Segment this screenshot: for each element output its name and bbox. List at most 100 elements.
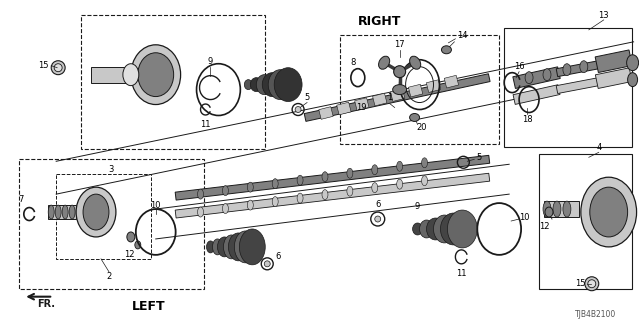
Ellipse shape: [69, 205, 75, 219]
Ellipse shape: [274, 68, 302, 101]
Ellipse shape: [247, 200, 253, 210]
Text: 11: 11: [456, 269, 467, 278]
Polygon shape: [337, 102, 351, 115]
Polygon shape: [426, 80, 441, 92]
Ellipse shape: [223, 235, 239, 259]
Ellipse shape: [422, 158, 428, 168]
Text: 17: 17: [394, 40, 405, 49]
Bar: [81, 15, 265, 149]
Ellipse shape: [268, 70, 292, 100]
Bar: [504, 28, 632, 147]
Ellipse shape: [127, 232, 135, 242]
Ellipse shape: [447, 210, 477, 248]
Ellipse shape: [422, 176, 428, 186]
Ellipse shape: [83, 194, 109, 230]
Ellipse shape: [581, 177, 637, 247]
Ellipse shape: [62, 205, 68, 219]
Circle shape: [51, 61, 65, 75]
Polygon shape: [444, 75, 459, 88]
Ellipse shape: [262, 73, 282, 97]
Polygon shape: [595, 50, 632, 73]
Text: 16: 16: [514, 62, 524, 71]
Text: 2: 2: [106, 272, 111, 281]
Ellipse shape: [413, 223, 422, 235]
Ellipse shape: [247, 182, 253, 192]
Circle shape: [295, 107, 301, 113]
Ellipse shape: [135, 241, 141, 249]
Text: 15: 15: [575, 279, 586, 288]
Polygon shape: [175, 173, 490, 218]
Text: LEFT: LEFT: [132, 300, 166, 313]
Ellipse shape: [250, 78, 262, 92]
Ellipse shape: [212, 239, 223, 255]
Ellipse shape: [55, 205, 61, 219]
Ellipse shape: [410, 114, 420, 122]
Ellipse shape: [372, 165, 378, 175]
Text: 5: 5: [305, 93, 310, 102]
Text: 20: 20: [416, 123, 427, 132]
Circle shape: [54, 64, 62, 72]
Ellipse shape: [207, 241, 214, 253]
Ellipse shape: [123, 64, 139, 86]
Ellipse shape: [433, 215, 456, 243]
Text: 15: 15: [38, 61, 49, 70]
Circle shape: [264, 261, 270, 267]
Ellipse shape: [272, 179, 278, 189]
Ellipse shape: [256, 75, 272, 95]
Ellipse shape: [297, 175, 303, 185]
Ellipse shape: [244, 80, 252, 90]
Ellipse shape: [48, 205, 54, 219]
Text: 5: 5: [477, 153, 482, 162]
Bar: [539, 154, 632, 289]
Text: 4: 4: [596, 143, 602, 152]
Ellipse shape: [543, 201, 551, 217]
Polygon shape: [175, 155, 490, 200]
Circle shape: [375, 216, 381, 222]
Ellipse shape: [379, 56, 390, 69]
Text: 10: 10: [150, 201, 161, 210]
Text: 19: 19: [356, 103, 367, 112]
Ellipse shape: [322, 190, 328, 200]
Ellipse shape: [297, 193, 303, 203]
Ellipse shape: [545, 207, 553, 217]
Bar: [19, 159, 204, 289]
Text: 9: 9: [208, 57, 213, 66]
Text: FR.: FR.: [37, 299, 55, 309]
Polygon shape: [556, 78, 600, 93]
Ellipse shape: [138, 53, 173, 97]
Text: RIGHT: RIGHT: [358, 15, 401, 28]
Ellipse shape: [228, 233, 248, 261]
Text: 13: 13: [598, 12, 609, 20]
Ellipse shape: [131, 45, 180, 105]
Ellipse shape: [410, 56, 420, 69]
Polygon shape: [390, 89, 405, 101]
Ellipse shape: [628, 73, 637, 87]
Text: 12: 12: [539, 222, 549, 231]
Ellipse shape: [563, 64, 571, 76]
Ellipse shape: [372, 183, 378, 193]
Circle shape: [394, 66, 406, 78]
Ellipse shape: [198, 207, 204, 217]
Ellipse shape: [442, 46, 451, 54]
Text: TJB4B2100: TJB4B2100: [575, 310, 616, 319]
Ellipse shape: [198, 189, 204, 199]
Text: 3: 3: [108, 165, 114, 174]
Ellipse shape: [553, 201, 561, 217]
Ellipse shape: [397, 161, 403, 171]
Ellipse shape: [397, 179, 403, 189]
Text: 6: 6: [375, 200, 380, 209]
Ellipse shape: [440, 213, 467, 245]
Polygon shape: [355, 98, 369, 110]
Ellipse shape: [272, 196, 278, 207]
Ellipse shape: [347, 168, 353, 178]
Ellipse shape: [322, 172, 328, 182]
Ellipse shape: [525, 72, 533, 84]
Polygon shape: [556, 61, 600, 76]
Ellipse shape: [234, 231, 256, 263]
Text: 8: 8: [350, 58, 356, 67]
Ellipse shape: [563, 201, 571, 217]
Ellipse shape: [393, 84, 406, 95]
Ellipse shape: [239, 229, 265, 265]
Circle shape: [585, 277, 599, 291]
Text: 18: 18: [522, 115, 532, 124]
